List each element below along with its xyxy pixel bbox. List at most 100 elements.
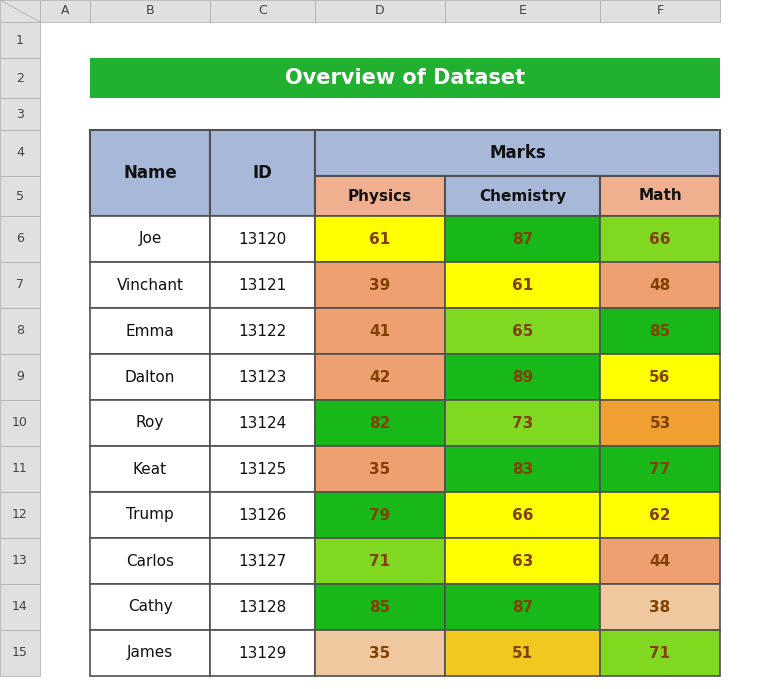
Bar xyxy=(210,0,315,22)
Bar xyxy=(315,130,720,176)
Text: Chemistry: Chemistry xyxy=(479,189,566,203)
Bar xyxy=(445,216,600,262)
Text: 71: 71 xyxy=(369,553,391,568)
Text: 2: 2 xyxy=(16,72,24,85)
Bar xyxy=(445,262,600,308)
Bar xyxy=(600,492,720,538)
Text: 87: 87 xyxy=(512,599,533,615)
Text: 13127: 13127 xyxy=(238,553,286,568)
Bar xyxy=(600,446,720,492)
Bar xyxy=(600,354,720,400)
Bar xyxy=(0,354,40,400)
Text: 13128: 13128 xyxy=(238,599,286,615)
Text: 48: 48 xyxy=(650,278,670,293)
Bar xyxy=(315,584,445,630)
Text: 13120: 13120 xyxy=(238,232,286,247)
Bar xyxy=(315,216,445,262)
Text: 56: 56 xyxy=(649,369,670,384)
Bar xyxy=(210,262,315,308)
Text: 79: 79 xyxy=(369,508,391,522)
Text: 13: 13 xyxy=(12,555,28,568)
Text: F: F xyxy=(657,5,664,17)
Text: 65: 65 xyxy=(511,324,533,338)
Bar xyxy=(600,538,720,584)
Bar xyxy=(0,584,40,630)
Text: D: D xyxy=(376,5,385,17)
Bar xyxy=(90,130,210,216)
Bar xyxy=(210,308,315,354)
Text: 13129: 13129 xyxy=(238,646,286,661)
Text: Roy: Roy xyxy=(136,415,164,431)
Text: 13125: 13125 xyxy=(238,462,286,477)
Bar xyxy=(600,630,720,676)
Text: 66: 66 xyxy=(649,232,670,247)
Bar xyxy=(315,262,445,308)
Text: 6: 6 xyxy=(16,232,24,245)
Text: 14: 14 xyxy=(12,601,28,613)
Bar xyxy=(600,0,720,22)
Text: 83: 83 xyxy=(512,462,533,477)
Text: 85: 85 xyxy=(369,599,391,615)
Text: 4: 4 xyxy=(16,147,24,159)
Text: A: A xyxy=(61,5,69,17)
Bar xyxy=(90,308,210,354)
Bar xyxy=(0,22,40,58)
Bar xyxy=(0,630,40,676)
Bar xyxy=(40,0,90,22)
Text: 11: 11 xyxy=(12,462,28,475)
Text: Keat: Keat xyxy=(133,462,167,477)
Bar xyxy=(90,446,210,492)
Bar xyxy=(210,584,315,630)
Bar xyxy=(315,308,445,354)
Text: Cathy: Cathy xyxy=(127,599,172,615)
Text: 44: 44 xyxy=(650,553,670,568)
Bar xyxy=(600,308,720,354)
Bar xyxy=(0,176,40,216)
Text: Joe: Joe xyxy=(138,232,162,247)
Bar xyxy=(445,630,600,676)
Text: 9: 9 xyxy=(16,371,24,384)
Bar xyxy=(210,130,315,216)
Bar xyxy=(600,584,720,630)
Bar xyxy=(445,308,600,354)
Text: James: James xyxy=(127,646,173,661)
Bar xyxy=(210,354,315,400)
Bar xyxy=(90,584,210,630)
Bar xyxy=(445,400,600,446)
Bar xyxy=(315,630,445,676)
Bar xyxy=(445,538,600,584)
Text: 13121: 13121 xyxy=(238,278,286,293)
Bar xyxy=(210,492,315,538)
Text: 42: 42 xyxy=(369,369,391,384)
Text: 53: 53 xyxy=(650,415,670,431)
Text: 3: 3 xyxy=(16,107,24,121)
Text: 35: 35 xyxy=(369,462,391,477)
Text: 51: 51 xyxy=(512,646,533,661)
Bar xyxy=(600,400,720,446)
Bar xyxy=(315,492,445,538)
Bar xyxy=(445,584,600,630)
Bar xyxy=(445,176,600,216)
Text: 8: 8 xyxy=(16,325,24,338)
Text: Name: Name xyxy=(123,164,177,182)
Bar xyxy=(210,538,315,584)
Bar xyxy=(210,630,315,676)
Bar xyxy=(90,400,210,446)
Bar xyxy=(0,0,40,22)
Text: Marks: Marks xyxy=(489,144,546,162)
Bar xyxy=(210,446,315,492)
Text: C: C xyxy=(258,5,266,17)
Text: Physics: Physics xyxy=(348,189,412,203)
Bar xyxy=(90,492,210,538)
Bar xyxy=(315,176,445,216)
Bar xyxy=(0,492,40,538)
Text: 77: 77 xyxy=(650,462,670,477)
Bar xyxy=(90,216,210,262)
Text: 41: 41 xyxy=(369,324,391,338)
Bar xyxy=(0,262,40,308)
Text: 66: 66 xyxy=(511,508,533,522)
Bar xyxy=(90,0,210,22)
Bar xyxy=(0,130,40,176)
Text: 87: 87 xyxy=(512,232,533,247)
Text: 63: 63 xyxy=(511,553,533,568)
